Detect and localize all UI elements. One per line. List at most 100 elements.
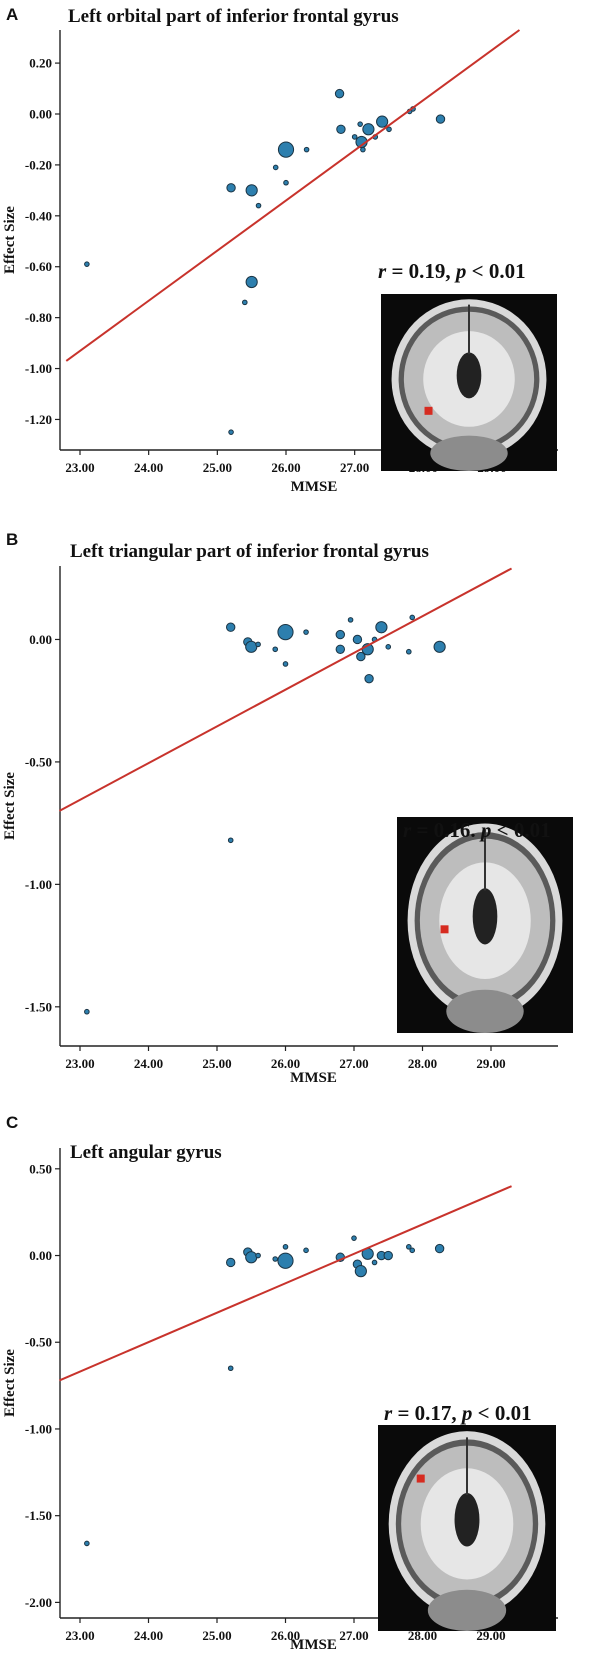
y-tick-label: 0.20 — [29, 56, 52, 71]
panel-title: Left triangular part of inferior frontal… — [70, 541, 429, 562]
panel-b: B Left triangular part of inferior fronta… — [2, 530, 573, 1086]
x-axis-label: MMSE — [291, 479, 338, 495]
correlation-stat: r = 0.19, p < 0.01 — [378, 259, 526, 283]
data-point — [352, 634, 363, 645]
data-point — [386, 126, 392, 133]
data-point — [245, 184, 258, 197]
data-point — [245, 640, 258, 653]
y-tick-label: -0.80 — [25, 310, 52, 325]
data-point — [272, 1256, 279, 1262]
panel-letter: A — [6, 5, 18, 24]
x-tick-label: 27.00 — [339, 1628, 368, 1643]
panel-title: Left angular gyrus — [70, 1142, 222, 1163]
data-point — [277, 141, 295, 158]
data-point — [376, 115, 389, 128]
data-point — [335, 629, 345, 640]
y-tick-label: 0.00 — [29, 107, 52, 122]
x-axis-label: MMSE — [290, 1070, 337, 1086]
y-tick-label: -0.50 — [25, 754, 52, 769]
data-point — [277, 1252, 294, 1269]
y-tick-label: -1.00 — [25, 877, 52, 892]
roi-marker — [416, 1474, 425, 1483]
data-point — [272, 646, 279, 653]
brain-slice-image — [378, 1425, 556, 1631]
data-point — [383, 1250, 393, 1261]
data-point — [255, 641, 261, 648]
data-point — [406, 648, 412, 655]
y-tick-label: -0.40 — [25, 208, 52, 223]
y-axis-label: Effect Size — [2, 206, 18, 274]
x-tick-label: 25.00 — [202, 1628, 231, 1643]
y-tick-label: -1.00 — [25, 361, 52, 376]
y-axis-label: Effect Size — [2, 1349, 18, 1417]
correlation-stat: r = 0.16. p < 0.01 — [403, 818, 551, 842]
data-point — [227, 837, 234, 844]
x-tick-label: 27.00 — [340, 460, 369, 475]
data-point — [351, 134, 358, 140]
x-tick-label: 25.00 — [203, 460, 232, 475]
panel-a: A Left orbital part of inferior frontal g… — [2, 5, 558, 495]
y-tick-label: 0.50 — [29, 1161, 52, 1176]
x-axis-label: MMSE — [290, 1637, 337, 1653]
data-point — [245, 1251, 258, 1264]
panel-title: Left orbital part of inferior frontal gy… — [68, 6, 399, 27]
regression-line — [58, 567, 513, 812]
y-tick-label: -0.20 — [25, 157, 52, 172]
x-tick-label: 26.00 — [271, 460, 300, 475]
x-tick-label: 24.00 — [134, 1056, 163, 1071]
roi-marker — [424, 406, 433, 415]
data-point — [347, 617, 354, 623]
data-point — [303, 1247, 309, 1254]
x-tick-label: 27.00 — [339, 1056, 368, 1071]
x-tick-label: 28.00 — [408, 1056, 437, 1071]
data-point — [255, 1252, 261, 1259]
data-point — [371, 1259, 378, 1266]
data-point — [227, 1365, 234, 1372]
x-tick-label: 25.00 — [202, 1056, 231, 1071]
x-tick-label: 29.00 — [476, 1628, 505, 1643]
data-point — [335, 644, 345, 654]
y-tick-label: -1.50 — [25, 999, 52, 1014]
scatter-points — [84, 614, 446, 1015]
data-point — [282, 661, 289, 667]
data-point — [84, 1540, 90, 1547]
panel-letter: B — [6, 530, 18, 549]
data-point — [283, 179, 289, 186]
brain-slice-image — [397, 817, 573, 1033]
data-point — [255, 202, 262, 209]
brain-slice-image — [381, 294, 557, 471]
data-point — [245, 275, 258, 289]
x-tick-label: 28.00 — [408, 1628, 437, 1643]
x-tick-label: 29.00 — [476, 1056, 505, 1071]
x-tick-label: 23.00 — [65, 1628, 94, 1643]
data-point — [226, 1257, 236, 1268]
x-tick-label: 26.00 — [271, 1628, 300, 1643]
x-tick-label: 24.00 — [134, 460, 163, 475]
y-tick-label: -0.50 — [25, 1335, 52, 1350]
y-tick-label: -2.00 — [25, 1595, 52, 1610]
data-point — [362, 123, 375, 136]
x-tick-label: 23.00 — [65, 460, 94, 475]
regression-line — [59, 1185, 512, 1382]
data-point — [409, 614, 416, 621]
data-point — [435, 114, 446, 124]
data-point — [357, 121, 363, 127]
data-point — [406, 1244, 412, 1250]
data-point — [433, 640, 446, 653]
data-point — [385, 644, 392, 650]
correlation-stat: r = 0.17, p < 0.01 — [384, 1401, 532, 1425]
data-point — [228, 429, 234, 435]
y-tick-label: 0.00 — [29, 1248, 52, 1263]
data-point — [303, 146, 310, 153]
y-axis-label: Effect Size — [2, 772, 18, 840]
data-point — [375, 621, 388, 634]
y-tick-label: -0.60 — [25, 259, 52, 274]
x-tick-label: 26.00 — [271, 1056, 300, 1071]
panel-letter: C — [6, 1113, 18, 1132]
data-point — [351, 1235, 357, 1241]
data-point — [226, 183, 236, 193]
data-point — [354, 1265, 367, 1278]
y-tick-label: -1.50 — [25, 1508, 52, 1523]
data-point — [356, 651, 366, 662]
